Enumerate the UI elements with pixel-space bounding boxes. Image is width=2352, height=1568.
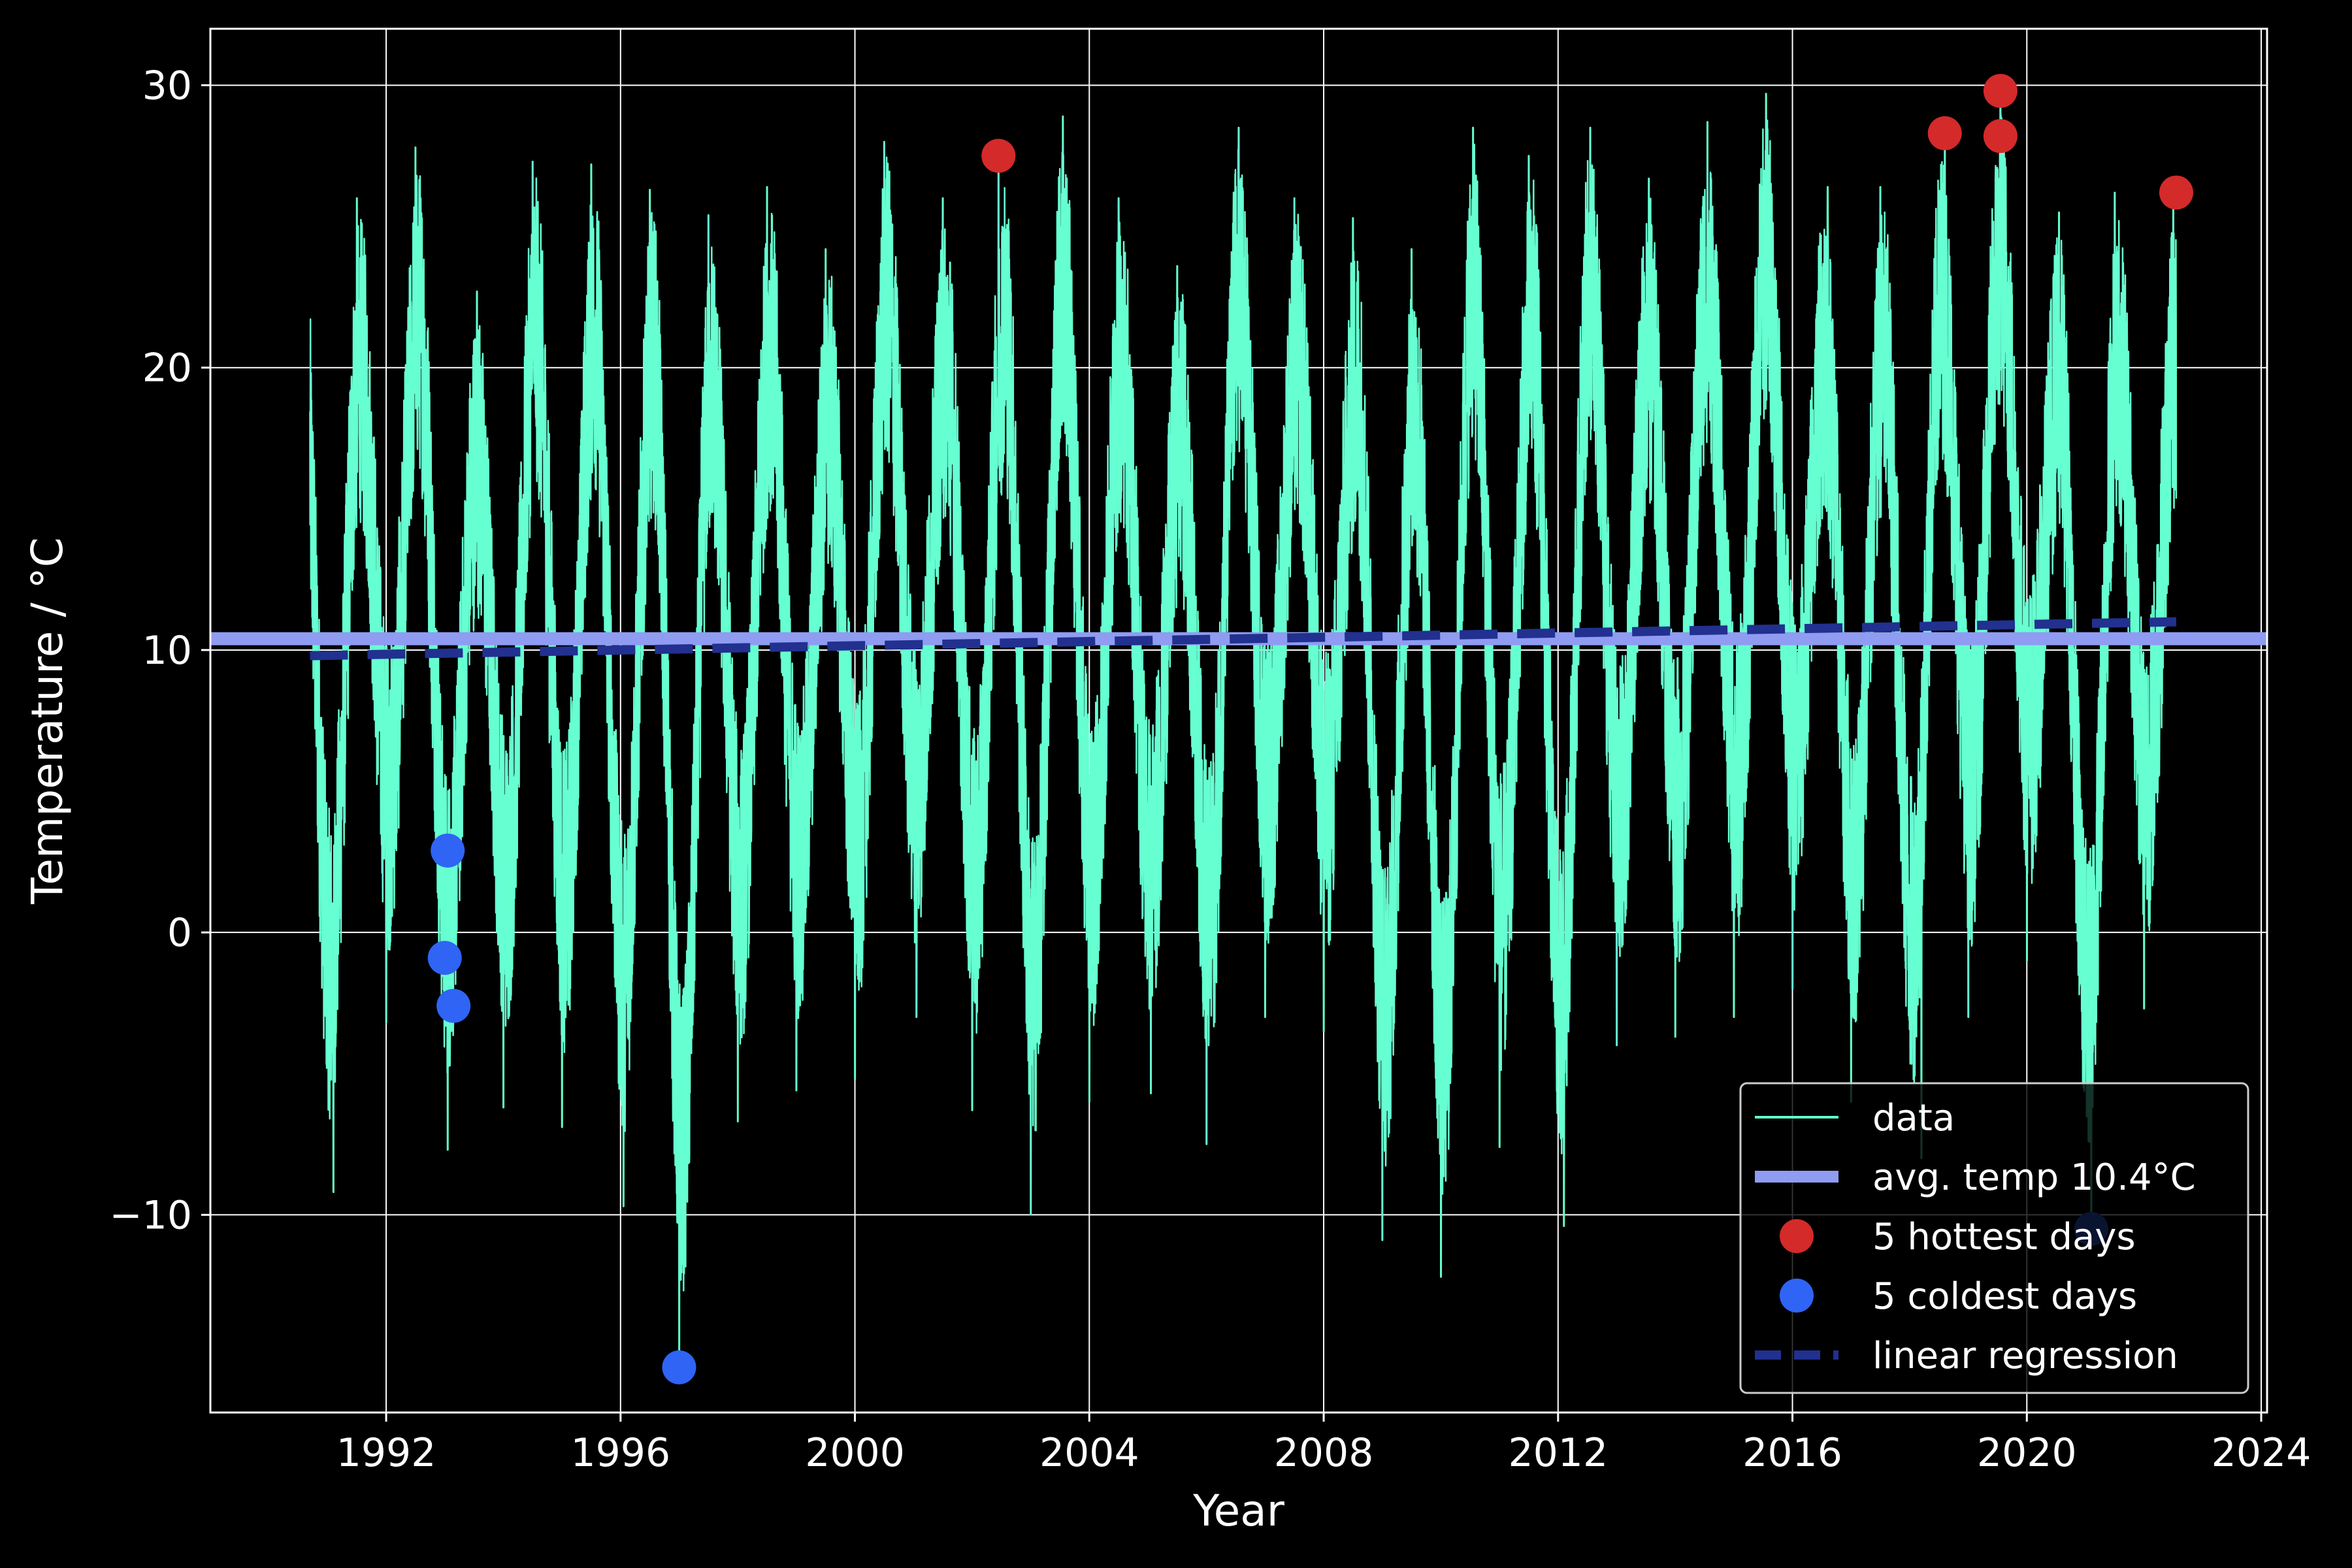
coldest-day-marker bbox=[431, 833, 465, 868]
coldest-day-marker bbox=[436, 988, 471, 1023]
legend-label: avg. temp 10.4°C bbox=[1872, 1156, 2196, 1199]
y-tick-label: −10 bbox=[109, 1192, 192, 1238]
x-tick-label: 2016 bbox=[1742, 1430, 1842, 1476]
y-tick-label: 30 bbox=[142, 63, 192, 108]
legend-label: linear regression bbox=[1872, 1335, 2178, 1377]
regression-line bbox=[310, 617, 2177, 661]
legend-hottest-handle bbox=[1780, 1219, 1814, 1253]
x-tick-label: 2008 bbox=[1274, 1430, 1374, 1476]
y-axis-label: Temperature / °C bbox=[22, 537, 73, 904]
x-tick-label: 1992 bbox=[336, 1430, 436, 1476]
coldest-day-marker bbox=[427, 941, 462, 975]
x-axis-label: Year bbox=[1192, 1486, 1285, 1536]
y-tick-label: 10 bbox=[142, 628, 192, 674]
axes-frame bbox=[209, 27, 2268, 1414]
coldest-day-marker bbox=[662, 1350, 696, 1384]
hottest-day-marker bbox=[981, 139, 1016, 173]
x-tick-label: 2000 bbox=[805, 1430, 905, 1476]
y-tick-label: 0 bbox=[167, 910, 192, 956]
hottest-day-marker bbox=[1983, 74, 2017, 108]
axis-ticks: 1992 1996 2000 2004 2008 2012 2016 2020 2024 −10 0… bbox=[109, 63, 2311, 1476]
y-tick-label: 20 bbox=[142, 346, 192, 391]
hottest-day-marker bbox=[2159, 175, 2193, 210]
legend-coldest-handle bbox=[1780, 1279, 1814, 1313]
legend-label: 5 coldest days bbox=[1872, 1275, 2137, 1318]
data-series-line bbox=[309, 90, 2178, 1369]
legend: data avg. temp 10.4°C 5 hottest days 5 cold… bbox=[1739, 1082, 2249, 1394]
x-tick-label: 2012 bbox=[1508, 1430, 1608, 1476]
legend-label: 5 hottest days bbox=[1872, 1216, 2136, 1258]
x-tick-label: 2024 bbox=[2212, 1430, 2311, 1476]
plot-area bbox=[210, 74, 2267, 1384]
legend-box bbox=[1739, 1082, 2249, 1394]
hottest-day-marker bbox=[1983, 119, 2017, 154]
x-tick-label: 1996 bbox=[570, 1430, 670, 1476]
legend-label: data bbox=[1872, 1097, 1955, 1139]
hottest-day-marker bbox=[1927, 116, 1962, 150]
x-tick-label: 2004 bbox=[1039, 1430, 1139, 1476]
x-tick-label: 2020 bbox=[1977, 1430, 2077, 1476]
